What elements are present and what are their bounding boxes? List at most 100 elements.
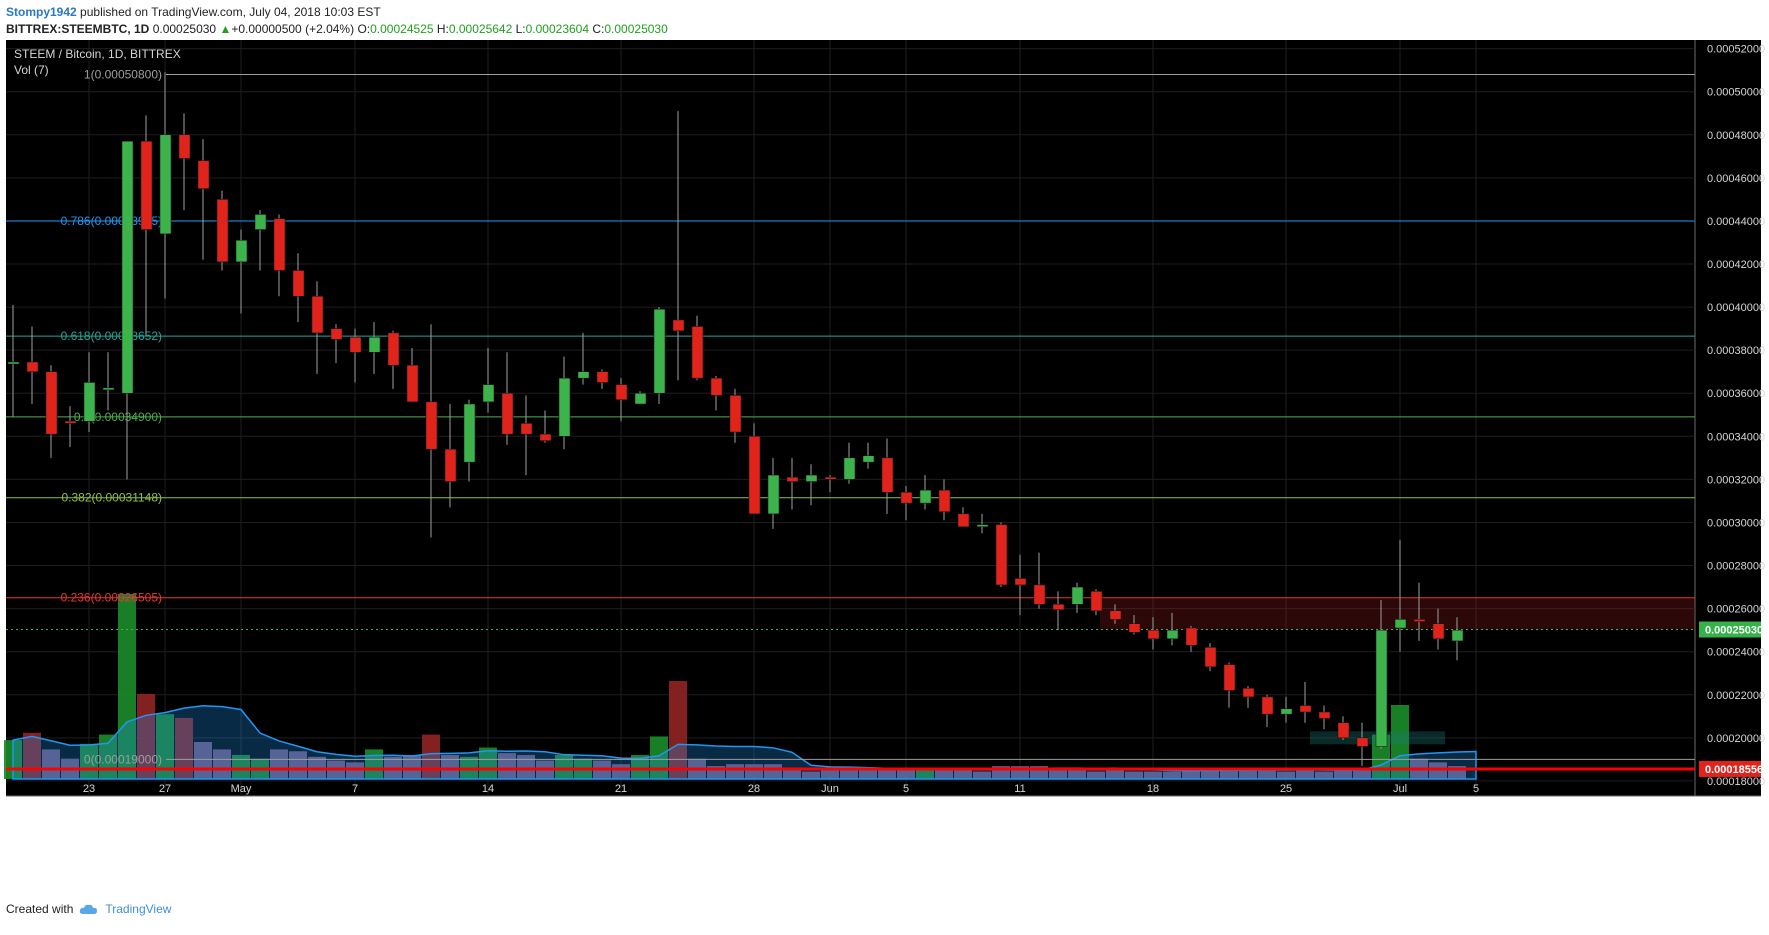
created-with-text: Created with [6,902,74,916]
candle-body [1299,705,1312,713]
candle-body [1185,627,1198,646]
support-tag: 0.00018556 [1705,764,1763,776]
volume-bar [802,771,820,779]
fib-label: 0.236(0.00026505) [61,591,162,605]
price-tick-label: 0.00020000 [1707,733,1765,745]
price-tick-label: 0.00044000 [1707,216,1765,228]
candle-body [672,319,685,332]
candle-body [919,489,932,504]
candle-body [691,326,704,379]
candle-body [900,492,913,504]
candle-body [767,474,780,515]
high-label: H: [436,22,449,36]
volume-bar [935,769,953,779]
candle-body [1261,696,1274,715]
price-tick-label: 0.00034000 [1707,431,1765,443]
volume-bar [1049,767,1067,779]
fib-label: 0.618(0.00038652) [61,329,162,343]
volume-bar [175,717,193,779]
volume-bar [270,749,288,779]
tradingview-link[interactable]: TradingView [105,902,172,916]
plot-background[interactable] [6,40,1695,796]
candle-body [615,384,628,400]
candle-body [577,371,590,379]
volume-bar [1125,771,1143,779]
fib-label: 0.786(0.00043995) [61,214,162,228]
candle-body [121,140,134,394]
volume-bar [365,749,383,779]
price-tick-label: 0.00024000 [1707,647,1765,659]
candle-body [1014,578,1027,586]
low-value: 0.00023604 [525,22,590,36]
candle-body [1413,619,1426,622]
time-tick-label: 23 [83,783,95,795]
price-tick-label: 0.00050000 [1707,87,1765,99]
candle-body [805,474,818,482]
time-tick-label: Jul [1393,783,1407,795]
candles [7,72,1464,766]
volume-bar [441,754,459,779]
volume-legend: Vol (7) [14,63,49,77]
price-axis-background[interactable] [1695,40,1761,796]
candle-body [425,401,438,450]
candle-body [539,433,552,441]
time-tick-label: 5 [903,783,909,795]
price-tick-label: 0.00036000 [1707,388,1765,400]
change-up-icon: ▲ [219,22,232,36]
author-link[interactable]: Stompy1942 [6,5,77,19]
candle-body [1242,688,1255,698]
time-tick-label: 7 [352,783,358,795]
volume-bar [1144,771,1162,779]
candle-body [292,270,305,297]
volume-bar [783,767,801,779]
symbol-label: BITTREX:STEEMBTC, 1D [6,22,150,36]
candle-body [596,371,609,383]
last-price: 0.00025030 [152,22,217,36]
time-tick-label: May [231,783,252,795]
candle-body [349,336,362,353]
volume-bar [1106,769,1124,779]
candle-body [463,403,476,463]
candle-body [102,387,115,391]
volume-bar [346,762,364,779]
candle-body [1318,711,1331,719]
candle-body [482,384,495,403]
time-tick-label: 27 [159,783,171,795]
ohlc-line: BITTREX:STEEMBTC, 1D 0.00025030 ▲+0.0000… [6,21,668,38]
candle-body [1166,629,1179,640]
candle-body [1223,664,1236,691]
candle-body [311,296,324,334]
candle-body [843,457,856,480]
volume-bar [156,714,174,779]
last-price-tag: 0.00025030 [1705,625,1763,637]
volume-bar [631,754,649,779]
candle-body [26,361,39,372]
volume-bar [1239,769,1257,779]
price-tick-label: 0.00052000 [1707,44,1765,56]
time-tick-label: 25 [1280,783,1292,795]
candle-body [83,382,96,422]
candle-body [501,392,514,435]
candle-body [748,436,761,515]
candle-body [7,361,20,365]
time-tick-label: 11 [1014,783,1025,795]
volume-bar [1353,767,1371,779]
published-text: published on TradingView.com, July 04, 2… [80,5,381,19]
candle-body [881,457,894,493]
low-label: L: [515,22,526,36]
candle-body [634,392,647,405]
candle-body [273,218,286,271]
candle-body [444,448,457,482]
volume-bar [1334,769,1352,779]
volume-bar [1163,771,1181,779]
price-tick-label: 0.00030000 [1707,517,1765,529]
candle-body [1280,708,1293,715]
volume-bar [897,769,915,779]
volume-bar [213,749,231,779]
candle-body [1071,586,1084,605]
price-tick-label: 0.00026000 [1707,604,1765,616]
price-axis: 0.00052000 0.00050000 0.00048000 0.00046000… [1699,44,1765,788]
candle-body [786,476,799,482]
fib-label: 1(0.00050800) [84,67,162,81]
